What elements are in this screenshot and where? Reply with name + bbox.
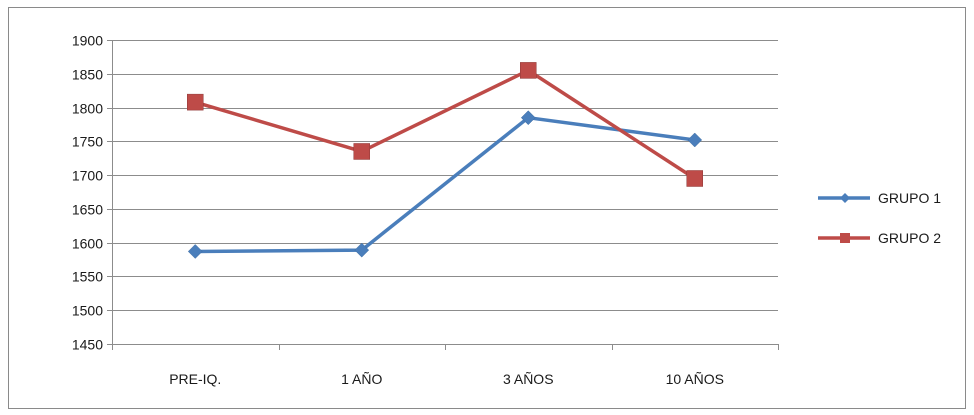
y-tick-label: 1500 xyxy=(72,303,103,319)
data-point xyxy=(520,62,537,79)
y-tick-labels: 1450 1500 1550 1600 1650 1700 1750 1800 1850 1900 xyxy=(72,33,103,353)
y-tick-label: 1550 xyxy=(72,269,103,285)
y-tick-label: 1600 xyxy=(72,236,103,252)
x-tick-label: 1 AÑO xyxy=(341,371,382,387)
data-point xyxy=(353,143,370,160)
data-point xyxy=(354,242,370,258)
x-tick-label: 10 AÑOS xyxy=(666,371,724,387)
legend-entry: GRUPO 2 xyxy=(818,230,941,246)
data-point xyxy=(187,244,203,259)
legend-marker xyxy=(840,193,850,203)
y-tick-label: 1900 xyxy=(72,33,103,49)
y-tick-label: 1800 xyxy=(72,101,103,117)
y-tick-label: 1450 xyxy=(72,337,103,353)
series-2 xyxy=(187,62,703,187)
legend-marker xyxy=(840,233,850,243)
x-tick-label: PRE-IQ. xyxy=(169,371,221,387)
y-tick-label: 1850 xyxy=(72,67,103,83)
series xyxy=(187,62,703,259)
data-point xyxy=(687,132,703,148)
data-point xyxy=(520,110,536,126)
data-point xyxy=(187,93,204,111)
series-line xyxy=(193,68,697,181)
series-line xyxy=(193,115,697,254)
y-tick-label: 1750 xyxy=(72,134,103,150)
legend-label: GRUPO 2 xyxy=(878,230,941,246)
series-1 xyxy=(187,110,703,259)
y-tick-label: 1650 xyxy=(72,202,103,218)
y-tick-label: 1700 xyxy=(72,168,103,184)
x-tick-labels: PRE-IQ. 1 AÑO 3 AÑOS 10 AÑOS xyxy=(169,371,724,387)
legend: GRUPO 1 GRUPO 2 xyxy=(818,190,941,246)
legend-entry: GRUPO 1 xyxy=(818,190,941,206)
axes xyxy=(107,40,779,350)
gridlines xyxy=(112,40,778,345)
legend-label: GRUPO 1 xyxy=(878,190,941,206)
data-point xyxy=(686,170,703,187)
x-tick-label: 3 AÑOS xyxy=(503,371,554,387)
